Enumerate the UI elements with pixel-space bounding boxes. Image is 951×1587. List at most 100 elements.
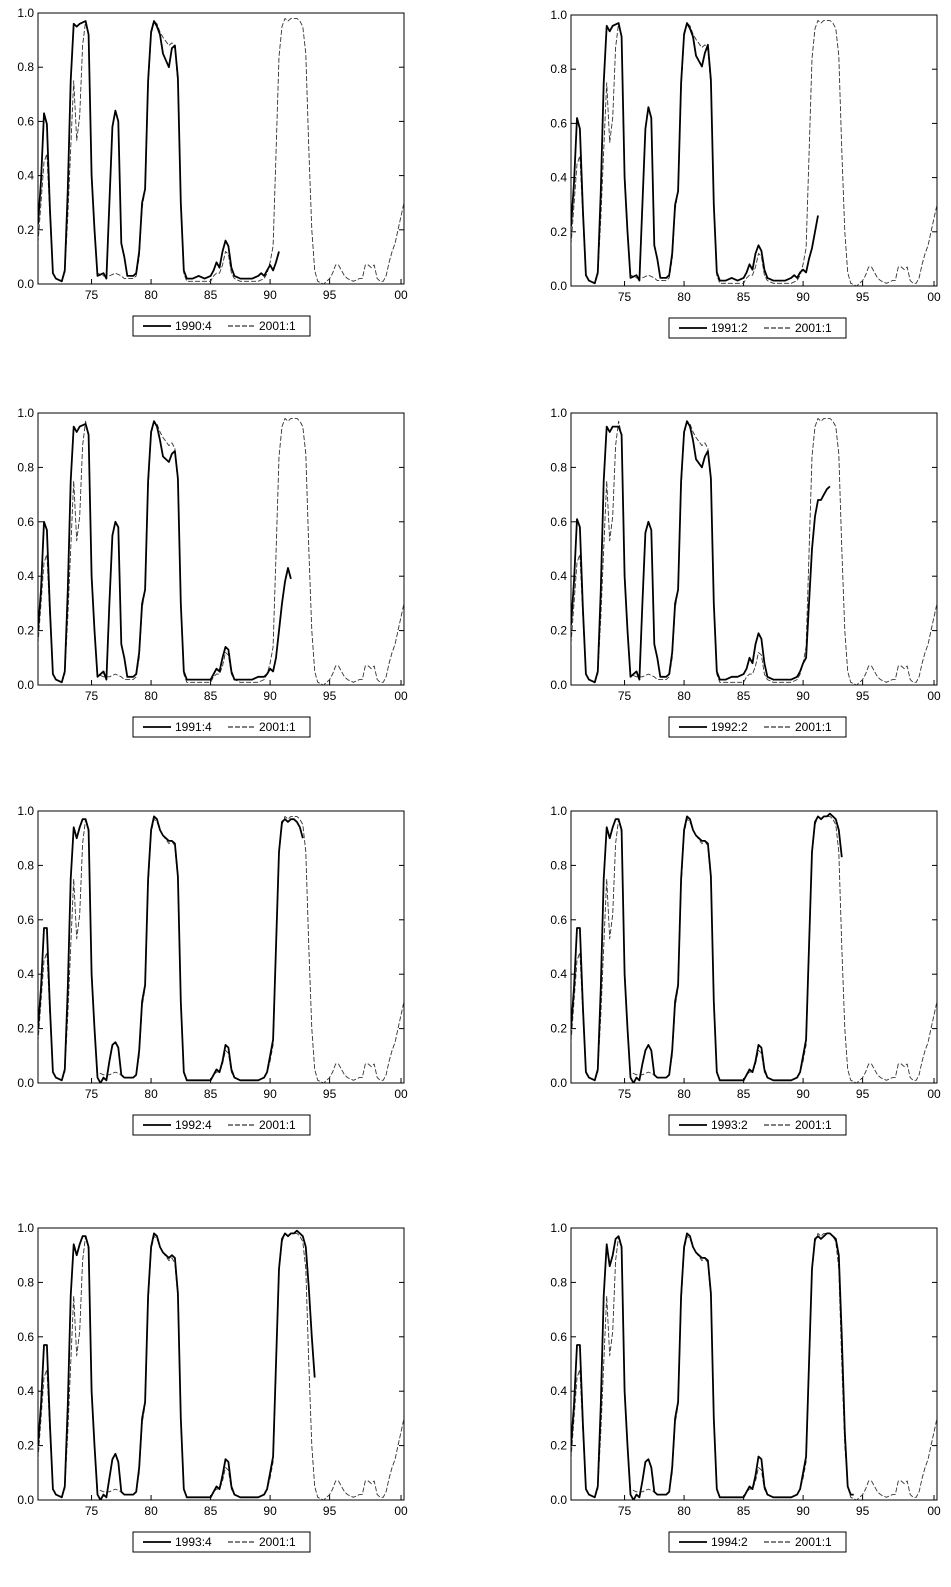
- legend-label: 1993:4: [175, 1535, 212, 1549]
- y-tick-label: 0.0: [550, 678, 567, 692]
- y-tick-label: 0.8: [17, 858, 34, 872]
- y-tick-label: 0.8: [550, 858, 567, 872]
- x-tick-label: 75: [618, 290, 632, 304]
- y-tick-label: 0.2: [550, 225, 567, 239]
- legend-label: 1990:4: [175, 319, 212, 333]
- y-tick-label: 0.2: [550, 1022, 567, 1036]
- y-tick-label: 1.0: [550, 804, 567, 818]
- x-tick-label: 95: [323, 1504, 337, 1518]
- y-tick-label: 0.4: [550, 967, 567, 981]
- legend-box: [668, 317, 847, 339]
- x-tick-label: 80: [144, 288, 158, 302]
- legend-label: 2001:1: [259, 1118, 296, 1132]
- x-tick-label: 80: [677, 689, 691, 703]
- y-tick-label: 0.4: [550, 171, 567, 185]
- legend-label: 1991:2: [711, 321, 748, 335]
- y-tick-label: 1.0: [550, 8, 567, 22]
- legend-label: 2001:1: [795, 1118, 832, 1132]
- series-line-2001-1: [571, 815, 937, 1083]
- y-tick-label: 0.6: [550, 1330, 567, 1344]
- plot-frame: [37, 412, 405, 686]
- x-tick-label: 00: [927, 1504, 941, 1518]
- y-tick-label: 0.6: [550, 515, 567, 529]
- x-tick-label: 75: [85, 1087, 99, 1101]
- chart-panel-3: 0.0 0.2 0.4 0.6 0.8 1.0 75 80 85 90 95 00 1991:4 2001…: [17, 406, 408, 738]
- x-tick-label: 00: [927, 689, 941, 703]
- y-tick-label: 0.6: [17, 114, 34, 128]
- y-tick-label: 0.4: [17, 169, 34, 183]
- chart-panel-4: 0.0 0.2 0.4 0.6 0.8 1.0 75 80 85 90 95 00 1992:2 2001…: [550, 406, 941, 738]
- x-tick-label: 75: [85, 288, 99, 302]
- y-tick-label: 0.8: [550, 460, 567, 474]
- legend-label: 1992:2: [711, 720, 748, 734]
- legend: 1992:4 2001:1: [132, 1114, 311, 1136]
- series-line-1994-2: [571, 1232, 854, 1500]
- plot-frame: [570, 810, 938, 1084]
- y-tick-label: 0.6: [550, 913, 567, 927]
- y-tick-label: 0.8: [17, 460, 34, 474]
- x-tick-label: 75: [85, 1504, 99, 1518]
- y-tick-label: 0.4: [17, 569, 34, 583]
- y-tick-label: 1.0: [550, 406, 567, 420]
- y-tick-label: 0.0: [550, 1076, 567, 1090]
- plot-frame: [37, 810, 405, 1084]
- y-tick-label: 0.4: [17, 967, 34, 981]
- legend-label: 1994:2: [711, 1535, 748, 1549]
- plot-frame: [570, 1227, 938, 1501]
- series-line-2001-1: [571, 417, 937, 685]
- series-line-1993-4: [38, 1229, 316, 1500]
- chart-panel-6: 0.0 0.2 0.4 0.6 0.8 1.0 75 80 85 90 95 00 1993:2 2001…: [550, 804, 941, 1136]
- legend: 1991:4 2001:1: [132, 716, 311, 738]
- x-tick-label: 85: [737, 290, 751, 304]
- y-tick-label: 0.8: [17, 60, 34, 74]
- y-tick-label: 0.0: [17, 1076, 34, 1090]
- x-tick-label: 85: [737, 1504, 751, 1518]
- x-tick-label: 90: [263, 689, 277, 703]
- y-tick-label: 0.8: [550, 62, 567, 76]
- x-tick-label: 85: [737, 689, 751, 703]
- legend-label: 2001:1: [259, 1535, 296, 1549]
- x-tick-label: 95: [856, 1504, 870, 1518]
- x-tick-label: 75: [85, 689, 99, 703]
- x-tick-label: 90: [796, 689, 810, 703]
- chart-panel-5: 0.0 0.2 0.4 0.6 0.8 1.0 75 80 85 90 95 00 1992:4 2001…: [17, 804, 408, 1136]
- legend-label: 2001:1: [259, 319, 296, 333]
- legend-label: 1992:4: [175, 1118, 212, 1132]
- y-tick-label: 0.2: [17, 1022, 34, 1036]
- plot-frame: [37, 1227, 405, 1501]
- series-line-1992-2: [571, 420, 831, 684]
- legend-label: 2001:1: [259, 720, 296, 734]
- y-tick-label: 0.6: [17, 913, 34, 927]
- y-tick-label: 0.2: [17, 223, 34, 237]
- chart-panel-1: 0.0 0.2 0.4 0.6 0.8 1.0 75 80 85 90 95 00 1990:4 2001…: [17, 6, 408, 337]
- y-tick-label: 0.0: [17, 277, 34, 291]
- legend-label: 2001:1: [795, 321, 832, 335]
- x-tick-label: 00: [927, 1087, 941, 1101]
- y-tick-label: 0.2: [550, 1439, 567, 1453]
- x-tick-label: 90: [263, 1087, 277, 1101]
- series-line-2001-1: [571, 19, 937, 286]
- legend: 1992:2 2001:1: [668, 716, 847, 738]
- y-tick-label: 0.4: [17, 1384, 34, 1398]
- x-tick-label: 95: [856, 1087, 870, 1101]
- x-tick-label: 90: [796, 290, 810, 304]
- x-tick-label: 00: [394, 1504, 408, 1518]
- x-tick-label: 85: [204, 689, 218, 703]
- legend-box: [132, 315, 311, 337]
- y-tick-label: 0.8: [17, 1275, 34, 1289]
- x-tick-label: 85: [204, 288, 218, 302]
- plot-frame: [570, 412, 938, 686]
- x-tick-label: 80: [677, 1087, 691, 1101]
- chart-panel-7: 0.0 0.2 0.4 0.6 0.8 1.0 75 80 85 90 95 00 1993:4 2001…: [17, 1221, 408, 1553]
- series-line-1991-2: [571, 22, 819, 285]
- x-tick-label: 85: [204, 1504, 218, 1518]
- x-tick-label: 85: [204, 1087, 218, 1101]
- x-tick-label: 95: [323, 689, 337, 703]
- series-line-2001-1: [38, 815, 404, 1083]
- plot-frame: [570, 14, 938, 287]
- series-line-1992-4: [38, 815, 304, 1083]
- y-tick-label: 0.6: [17, 515, 34, 529]
- x-tick-label: 90: [796, 1087, 810, 1101]
- legend: 1994:2 2001:1: [668, 1531, 847, 1553]
